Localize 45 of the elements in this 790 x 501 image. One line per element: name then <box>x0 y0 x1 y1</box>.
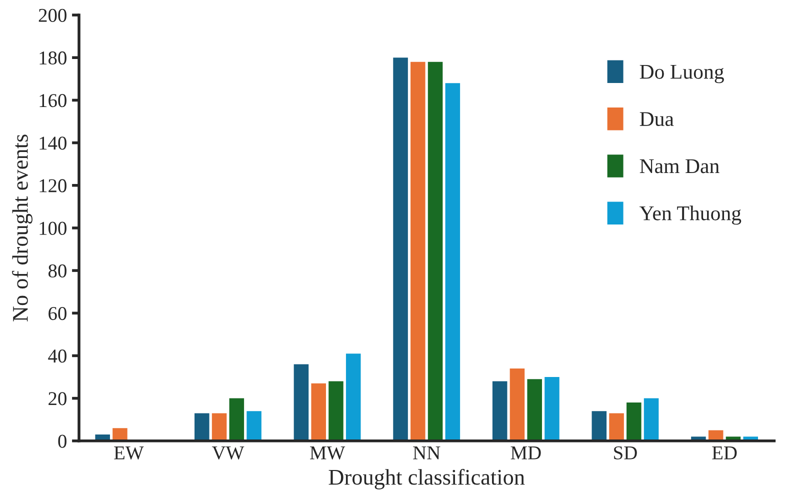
x-tick-label: MW <box>310 446 346 460</box>
y-tick-label: 0 <box>58 434 66 448</box>
bar <box>428 62 443 441</box>
x-tick-label: VW <box>212 446 244 460</box>
bar <box>294 364 309 441</box>
bar <box>393 58 408 441</box>
bar <box>626 402 642 441</box>
x-axis-title: Drought classification <box>328 468 525 490</box>
bar <box>346 354 361 441</box>
x-tick-label: MD <box>510 446 541 460</box>
bar <box>311 383 326 441</box>
bar <box>609 413 624 441</box>
y-tick-label: 20 <box>48 392 66 406</box>
y-axis-title: No of drought events <box>12 134 32 322</box>
x-tick-label: SD <box>614 446 637 460</box>
x-tick-label: ED <box>712 446 737 460</box>
y-tick-label: 120 <box>40 179 66 192</box>
legend-label: Dua <box>640 112 674 126</box>
x-tick-label: EW <box>114 446 144 460</box>
bar <box>644 398 659 441</box>
bar <box>510 368 525 441</box>
bar <box>194 413 210 441</box>
bar <box>112 428 128 441</box>
bar <box>212 413 227 441</box>
y-tick-label: 180 <box>40 51 66 65</box>
bar <box>592 411 607 441</box>
bar <box>246 411 262 441</box>
bar <box>410 62 426 441</box>
bar <box>544 377 560 441</box>
y-tick-label: 200 <box>38 8 66 22</box>
x-tick-label: NN <box>413 446 440 460</box>
bar <box>328 381 344 441</box>
bar <box>492 381 508 441</box>
bar <box>229 398 244 441</box>
y-tick-label: 140 <box>40 136 66 150</box>
legend-label: Do Luong <box>640 65 724 84</box>
legend-label: Nam Dan <box>640 159 720 174</box>
y-tick-label: 40 <box>48 350 66 363</box>
y-tick-label: 60 <box>48 306 66 320</box>
y-tick-label: 160 <box>40 94 66 108</box>
bar <box>527 379 542 441</box>
legend-label: Yen Thuong <box>640 206 742 225</box>
y-tick-label: 80 <box>48 264 66 278</box>
y-tick-label: 100 <box>40 222 66 235</box>
bar <box>445 83 460 441</box>
